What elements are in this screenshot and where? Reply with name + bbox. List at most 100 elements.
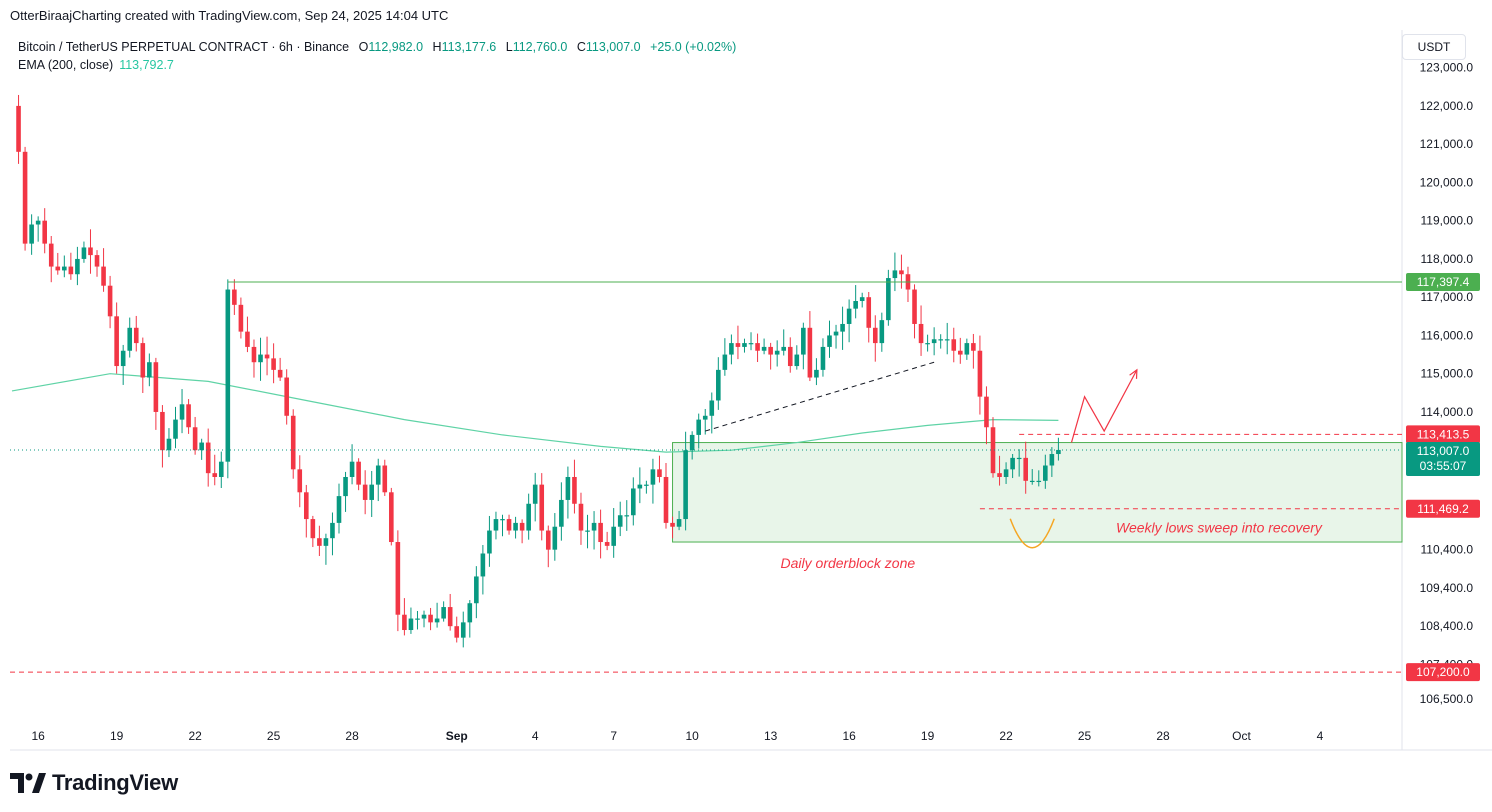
candle-body [657,469,662,477]
candle-body [395,542,401,615]
candle-body [585,530,590,532]
candle-body [428,614,433,623]
candle-body [101,266,106,286]
price-tick-label: 118,000.0 [1421,252,1474,266]
tradingview-logo[interactable]: TradingView [10,770,178,796]
candle-body [284,377,289,416]
candle-body [886,278,891,321]
candle-body [317,538,322,546]
candle-body [997,473,1002,477]
candle-body [336,496,342,523]
sweep-arc [1009,518,1055,549]
candle-body [892,270,898,279]
candle-body [572,476,577,504]
candle-body [663,476,669,523]
candle-body [68,266,74,275]
candle-body [552,526,558,550]
currency-button[interactable]: USDT [1402,34,1466,60]
candle-body [990,427,996,474]
bar-countdown-label: 03:55:07 [1420,459,1467,473]
time-tick-label: 13 [764,729,778,743]
candle-body [179,404,185,420]
candle-body [271,358,276,370]
candle-body [375,465,381,485]
candle-body [951,339,957,351]
candle-body [918,323,924,344]
candle-body [709,400,715,416]
candle-body [22,151,28,244]
candle-body [1003,469,1009,477]
level-price-label: 107,200.0 [1416,665,1470,679]
trendline [705,361,935,432]
candle-body [35,220,41,225]
candle-body [637,484,643,489]
candle-body [604,542,610,546]
candle-body [526,503,531,531]
open-label: O [358,40,369,54]
candle-body [205,442,211,474]
candle-body [415,618,420,620]
candle-body [591,522,597,531]
time-tick-label: 19 [110,729,124,743]
candle-body [369,484,374,500]
candle-body [81,247,87,259]
ema-label[interactable]: EMA (200, close) [18,58,114,72]
candle-body [925,343,930,345]
candle-body [899,270,904,275]
candle-body [88,247,93,256]
price-tick-label: 122,000.0 [1420,99,1474,113]
candle-body [48,243,54,267]
candle-body [872,327,878,344]
candle-body [114,316,119,367]
candle-body [565,476,571,500]
candle-body [729,343,734,355]
candle-body [650,469,656,485]
symbol-title[interactable]: Bitcoin / TetherUS PERPETUAL CONTRACT · … [18,40,350,54]
level-price-label-bg [1406,663,1480,682]
candle-body [787,346,793,367]
price-tick-label: 114,000.0 [1421,405,1474,419]
candle-body [16,105,21,152]
price-tick-label: 108,400.0 [1420,619,1474,633]
candle-body [192,427,198,451]
candle-body [513,522,518,531]
time-tick-label: 4 [1317,729,1324,743]
candle-body [801,327,806,355]
candle-body [323,538,329,546]
candle-body [598,522,603,543]
candle-body [199,442,204,451]
time-tick-label: 22 [999,729,1013,743]
projection-arrowhead [1129,368,1138,379]
candle-body [748,343,754,345]
level-price-label: 117,397.4 [1417,275,1470,289]
low-value: 112,760.0 [512,40,568,54]
candle-body [493,519,499,531]
ema-200-line [11,373,1059,453]
candle-body [297,469,303,493]
candle-body [500,519,505,521]
candle-body [539,484,545,531]
candle-body [879,320,885,344]
candle-body [153,362,159,412]
candle-body [1049,454,1055,466]
candle-body [421,614,427,619]
candle-body [29,224,34,244]
candle-body [133,327,139,344]
candle-body [349,461,355,477]
candle-body [290,415,296,470]
candle-body [1056,449,1061,455]
time-tick-label: 7 [610,729,617,743]
time-tick-label: Sep [446,729,468,743]
candle-body [160,411,165,451]
candle-body [441,607,446,619]
candle-body [807,327,813,378]
candle-body [984,396,989,428]
candle-body [434,618,440,623]
legend-ohlc-row: Bitcoin / TetherUS PERPETUAL CONTRACT · … [18,38,736,56]
candle-body [238,304,244,332]
candle-body [467,603,473,623]
candle-body [389,492,394,543]
candle-body [447,607,453,627]
candle-body [702,415,708,420]
